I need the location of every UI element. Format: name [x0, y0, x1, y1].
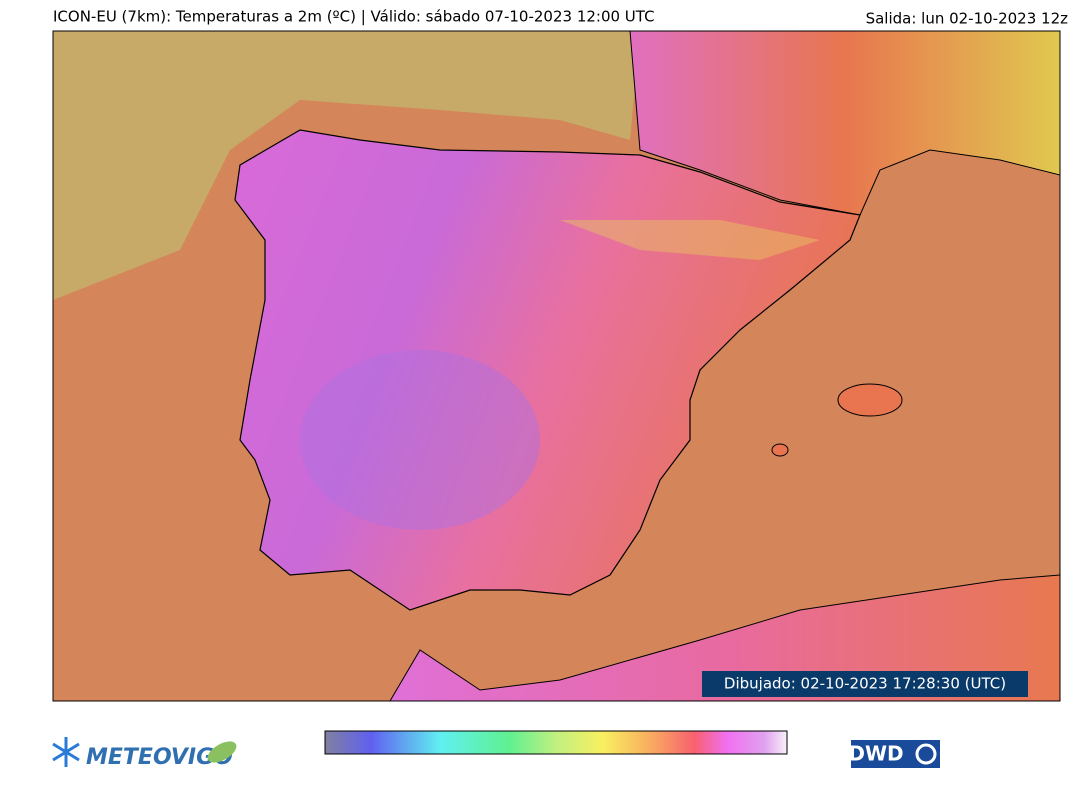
colorbar [324, 730, 788, 755]
cool-area [560, 220, 820, 260]
mallorca [837, 383, 903, 417]
dwd-swirl [915, 743, 937, 765]
brand-logo: METEOVIGO [52, 737, 237, 770]
agency: DWD [848, 742, 903, 766]
run: Salida: lun 02-10-2023 12z [866, 10, 1069, 28]
france [629, 31, 1060, 216]
snowflake [52, 737, 80, 767]
title: ICON-EU (7km): Temperaturas a 2m (ºC) | … [53, 8, 655, 26]
africa [389, 574, 1060, 701]
stamp: Dibujado: 02-10-2023 17:28:30 (UTC) [724, 675, 1006, 693]
map-frame [52, 30, 1061, 702]
leaf [207, 741, 237, 763]
ibiza [771, 443, 789, 457]
stamp-box [702, 671, 1028, 697]
sea-cool [53, 31, 640, 300]
hot-area [300, 350, 540, 530]
map: Dibujado: 02-10-2023 17:28:30 (UTC) [53, 31, 1060, 701]
